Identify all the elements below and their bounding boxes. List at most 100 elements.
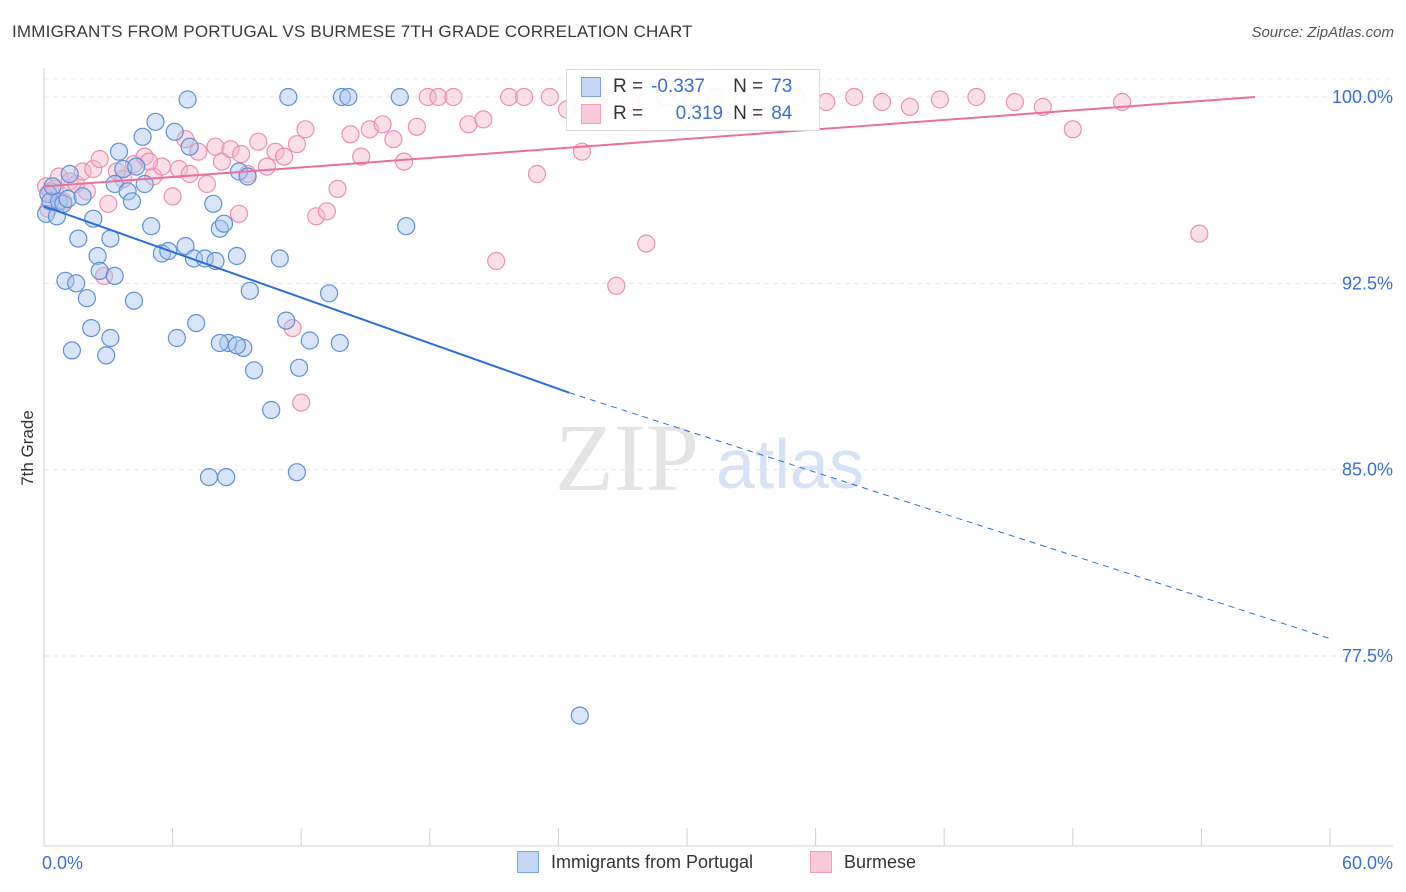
data-point	[124, 155, 144, 174]
data-point	[69, 229, 88, 248]
data-point	[262, 400, 281, 420]
data-point	[165, 122, 184, 141]
data-point	[189, 142, 208, 161]
data-point	[178, 90, 197, 109]
watermark-zip: ZIP	[555, 404, 699, 511]
data-point	[328, 179, 347, 198]
data-point	[244, 361, 264, 380]
y-tick-label: 100.0%	[1332, 87, 1393, 107]
data-point	[429, 87, 448, 107]
data-point	[1033, 97, 1052, 117]
bottom-legend: Immigrants from Portugal Burmese	[0, 851, 1406, 877]
data-point	[459, 115, 478, 134]
data-point	[930, 90, 950, 109]
trend-line-portugal	[43, 205, 570, 394]
n-value: 84	[771, 103, 793, 124]
legend-label-burmese: Burmese	[844, 851, 917, 872]
data-point	[390, 87, 409, 107]
data-point	[67, 274, 86, 293]
data-point	[514, 87, 534, 107]
y-tick-label: 92.5%	[1342, 273, 1393, 293]
data-point	[872, 92, 892, 112]
portugal-legend-icon	[517, 851, 539, 873]
data-point	[199, 468, 219, 487]
data-point	[287, 135, 306, 154]
data-point	[105, 266, 124, 285]
y-tick-labels: 100.0% 92.5% 85.0% 77.5%	[1332, 87, 1393, 666]
data-point	[283, 319, 302, 338]
data-point	[118, 182, 137, 201]
data-point	[307, 207, 326, 226]
data-point	[444, 87, 463, 107]
data-point	[176, 237, 195, 256]
data-point	[967, 87, 986, 107]
data-point	[279, 87, 298, 107]
y-axis-label: 7th Grade	[18, 410, 37, 486]
data-point	[373, 115, 392, 134]
data-point	[474, 110, 493, 129]
r-label: R =	[613, 76, 644, 97]
data-point	[56, 271, 75, 290]
data-point	[84, 159, 103, 179]
data-point	[180, 164, 199, 184]
data-point	[266, 142, 285, 161]
data-point	[210, 333, 229, 353]
data-point	[817, 92, 836, 112]
data-point	[127, 157, 146, 176]
data-point	[73, 187, 92, 206]
data-point	[229, 204, 249, 223]
data-point	[317, 202, 336, 221]
trend-lines	[43, 96, 1331, 640]
data-point	[101, 328, 120, 348]
data-point	[204, 194, 223, 213]
data-point	[197, 174, 216, 194]
data-point	[277, 311, 296, 330]
data-point	[395, 152, 414, 171]
n-value: 73	[771, 76, 793, 97]
data-point	[332, 87, 351, 107]
data-point	[607, 276, 626, 295]
data-point	[217, 468, 236, 487]
data-point	[214, 214, 234, 233]
data-point	[1190, 224, 1209, 243]
x-tick-label-min: 0.0%	[42, 853, 83, 873]
legend-row-burmese: R = 0.319 N = 84	[581, 103, 792, 125]
data-point	[163, 187, 182, 206]
burmese-swatch-icon	[581, 104, 601, 124]
data-point	[88, 246, 107, 266]
watermark: ZIP atlas	[555, 404, 864, 511]
legend-row-portugal: R = -0.337 N = 73	[581, 76, 792, 98]
data-point	[180, 137, 199, 156]
data-point	[292, 393, 311, 412]
data-point	[341, 125, 360, 144]
data-point	[133, 127, 152, 146]
legend-item-burmese: Burmese	[810, 851, 916, 873]
data-point	[418, 87, 437, 107]
data-point	[320, 284, 339, 303]
data-point	[109, 142, 129, 161]
data-point	[290, 358, 309, 377]
r-value: -0.337	[651, 76, 705, 97]
legend-item-portugal: Immigrants from Portugal	[517, 851, 753, 873]
data-point	[221, 140, 240, 159]
data-point	[407, 117, 426, 136]
data-point	[296, 120, 315, 139]
data-point	[169, 159, 189, 179]
portugal-swatch-icon	[581, 77, 601, 97]
data-point	[58, 189, 77, 208]
data-point	[232, 145, 251, 164]
data-point	[540, 87, 559, 107]
r-value: 0.319	[675, 103, 724, 124]
legend-label-portugal: Immigrants from Portugal	[551, 851, 754, 872]
data-point	[1005, 92, 1025, 112]
data-point	[62, 341, 82, 360]
data-point	[900, 97, 920, 117]
data-point	[249, 132, 268, 151]
n-label: N =	[733, 76, 764, 97]
burmese-points	[36, 87, 1209, 412]
data-point	[187, 314, 206, 333]
data-point	[330, 333, 349, 353]
y-tick-label: 85.0%	[1342, 460, 1393, 480]
data-point	[142, 217, 161, 236]
data-point	[77, 289, 97, 308]
